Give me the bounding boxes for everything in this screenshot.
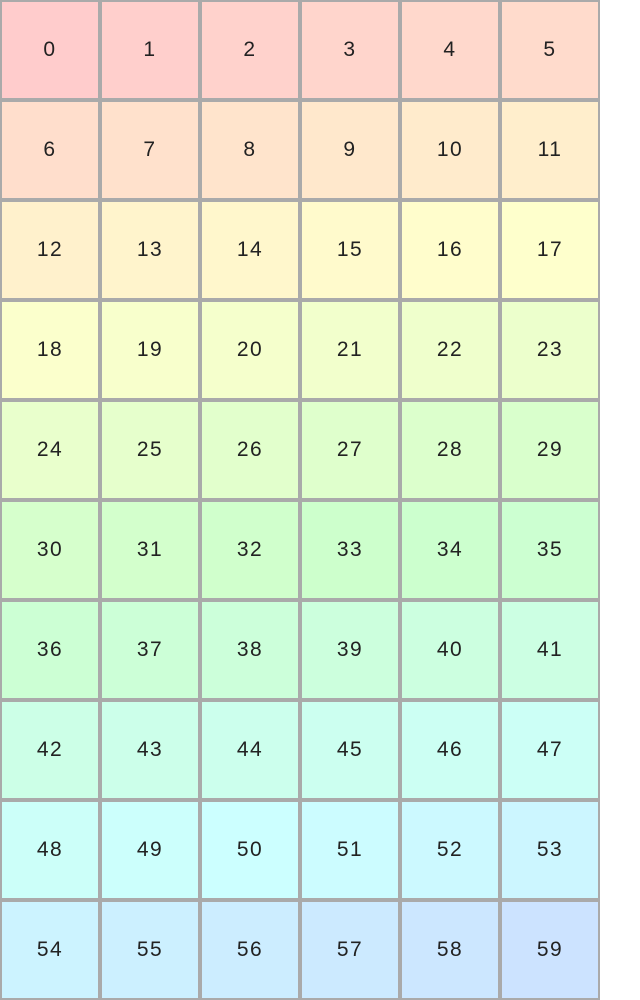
grid-cell-20[interactable]: 20 [202, 302, 298, 398]
grid-cell-37[interactable]: 37 [102, 602, 198, 698]
grid-cell-16[interactable]: 16 [402, 202, 498, 298]
grid-cell-54[interactable]: 54 [2, 902, 98, 998]
grid-cell-51[interactable]: 51 [302, 802, 398, 898]
grid-cell-38[interactable]: 38 [202, 602, 298, 698]
grid-cell-40[interactable]: 40 [402, 602, 498, 698]
grid-cell-41[interactable]: 41 [502, 602, 598, 698]
grid-cell-52[interactable]: 52 [402, 802, 498, 898]
grid-cell-48[interactable]: 48 [2, 802, 98, 898]
grid-cell-31[interactable]: 31 [102, 502, 198, 598]
grid-cell-27[interactable]: 27 [302, 402, 398, 498]
grid-cell-0[interactable]: 0 [2, 2, 98, 98]
grid-cell-26[interactable]: 26 [202, 402, 298, 498]
grid-cell-21[interactable]: 21 [302, 302, 398, 398]
grid-cell-49[interactable]: 49 [102, 802, 198, 898]
grid-cell-10[interactable]: 10 [402, 102, 498, 198]
number-grid: 0 1 2 3 4 5 6 7 8 9 10 11 12 13 14 15 16 17 18 19 20 21 22 23 24… [0, 0, 600, 1000]
grid-cell-30[interactable]: 30 [2, 502, 98, 598]
grid-cell-11[interactable]: 11 [502, 102, 598, 198]
grid-cell-25[interactable]: 25 [102, 402, 198, 498]
grid-cell-29[interactable]: 29 [502, 402, 598, 498]
grid-cell-39[interactable]: 39 [302, 602, 398, 698]
grid-cell-1[interactable]: 1 [102, 2, 198, 98]
grid-cell-58[interactable]: 58 [402, 902, 498, 998]
grid-cell-44[interactable]: 44 [202, 702, 298, 798]
grid-cell-45[interactable]: 45 [302, 702, 398, 798]
grid-cell-19[interactable]: 19 [102, 302, 198, 398]
grid-cell-34[interactable]: 34 [402, 502, 498, 598]
grid-cell-56[interactable]: 56 [202, 902, 298, 998]
grid-cell-47[interactable]: 47 [502, 702, 598, 798]
grid-cell-2[interactable]: 2 [202, 2, 298, 98]
grid-cell-6[interactable]: 6 [2, 102, 98, 198]
grid-cell-22[interactable]: 22 [402, 302, 498, 398]
grid-cell-42[interactable]: 42 [2, 702, 98, 798]
grid-cell-14[interactable]: 14 [202, 202, 298, 298]
grid-cell-15[interactable]: 15 [302, 202, 398, 298]
grid-cell-57[interactable]: 57 [302, 902, 398, 998]
grid-cell-7[interactable]: 7 [102, 102, 198, 198]
grid-cell-50[interactable]: 50 [202, 802, 298, 898]
grid-cell-13[interactable]: 13 [102, 202, 198, 298]
grid-cell-53[interactable]: 53 [502, 802, 598, 898]
grid-cell-55[interactable]: 55 [102, 902, 198, 998]
grid-cell-12[interactable]: 12 [2, 202, 98, 298]
grid-cell-3[interactable]: 3 [302, 2, 398, 98]
grid-cell-8[interactable]: 8 [202, 102, 298, 198]
grid-cell-59[interactable]: 59 [502, 902, 598, 998]
grid-cell-9[interactable]: 9 [302, 102, 398, 198]
grid-cell-35[interactable]: 35 [502, 502, 598, 598]
grid-cell-24[interactable]: 24 [2, 402, 98, 498]
grid-cell-33[interactable]: 33 [302, 502, 398, 598]
grid-cell-32[interactable]: 32 [202, 502, 298, 598]
grid-cell-18[interactable]: 18 [2, 302, 98, 398]
grid-cell-4[interactable]: 4 [402, 2, 498, 98]
grid-cell-23[interactable]: 23 [502, 302, 598, 398]
grid-cell-28[interactable]: 28 [402, 402, 498, 498]
grid-cell-5[interactable]: 5 [502, 2, 598, 98]
grid-cell-36[interactable]: 36 [2, 602, 98, 698]
grid-cell-46[interactable]: 46 [402, 702, 498, 798]
grid-cell-43[interactable]: 43 [102, 702, 198, 798]
grid-cell-17[interactable]: 17 [502, 202, 598, 298]
